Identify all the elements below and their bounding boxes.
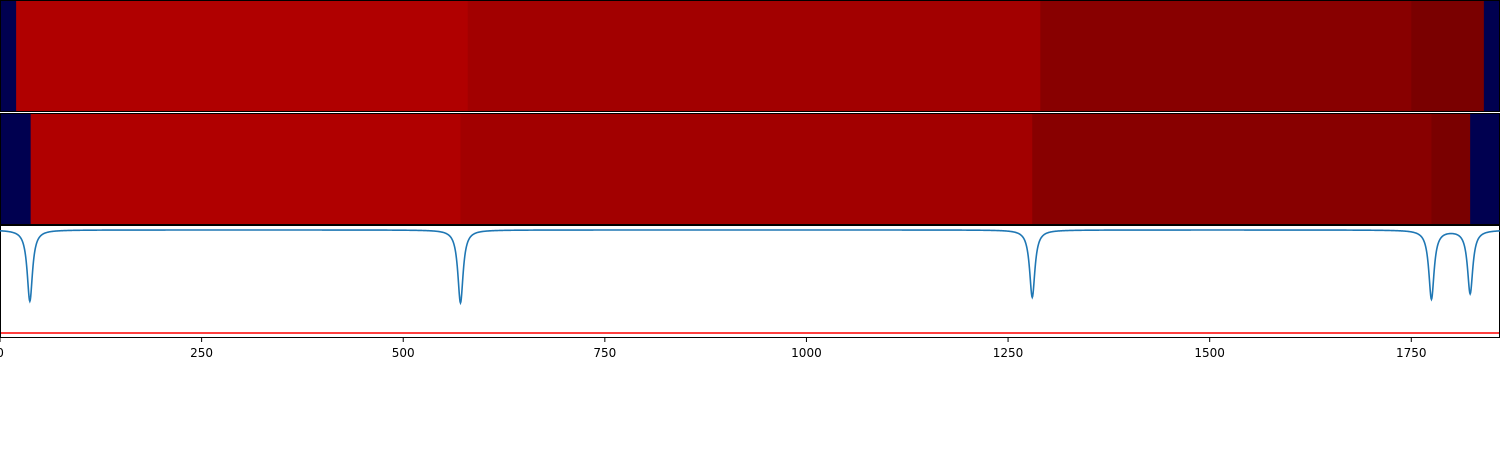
x-axis: 0 250 500 750 1000 1250 1500 1750 — [0, 338, 1427, 360]
x-tick-label-3: 750 — [593, 346, 616, 360]
signal-series-line — [0, 229, 1500, 306]
x-tick-label-4: 1000 — [791, 346, 822, 360]
top-strip-segment-1 — [16, 0, 469, 112]
top-strip-segment-0 — [0, 0, 17, 112]
x-tick-label-6: 1500 — [1194, 346, 1225, 360]
middle-strip-segment-1 — [30, 113, 462, 225]
middle-strip-segment-2 — [460, 113, 1033, 225]
middle-heatmap-strip — [0, 113, 1500, 225]
top-strip-segment-3 — [1040, 0, 1412, 112]
top-strip-segment-4 — [1411, 0, 1485, 112]
middle-strip-segment-0 — [0, 113, 32, 225]
x-tick-label-7: 1750 — [1396, 346, 1427, 360]
signal-panel — [0, 225, 1500, 338]
top-strip-segment-5 — [1483, 0, 1500, 112]
x-tick-label-1: 250 — [190, 346, 213, 360]
top-strip-segment-2 — [467, 0, 1041, 112]
signal-panel-frame — [0, 225, 1500, 338]
middle-strip-segment-4 — [1431, 113, 1471, 225]
middle-strip-segment-5 — [1470, 113, 1500, 225]
top-heatmap-strip — [0, 0, 1500, 112]
x-tick-label-0: 0 — [0, 346, 4, 360]
x-tick-label-5: 1250 — [993, 346, 1024, 360]
middle-strip-segment-3 — [1032, 113, 1433, 225]
x-tick-label-2: 500 — [392, 346, 415, 360]
